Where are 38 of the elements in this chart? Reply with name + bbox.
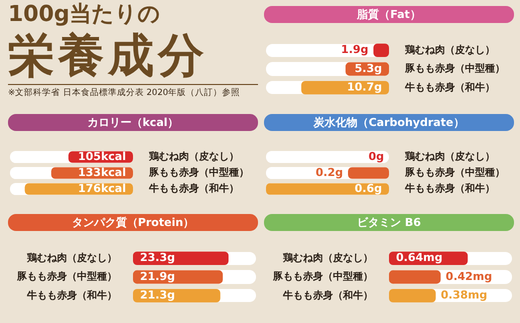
y-tick-label: 豚もも赤身（中型種） bbox=[16, 270, 117, 283]
data-label: 0.42mg bbox=[446, 270, 492, 283]
chart-title: カロリー（kcal） bbox=[8, 114, 258, 131]
text: ※文部科学省 日本食品標準成分表 2020年版（八訂）参照 bbox=[8, 84, 258, 99]
y-tick-label: 鶏むね肉（皮なし） bbox=[404, 150, 495, 163]
y-tick-label: 鶏むね肉（皮なし） bbox=[148, 150, 239, 163]
data-label: 0.64mg bbox=[396, 251, 442, 264]
y-tick-label: 牛もも赤身（和牛） bbox=[404, 81, 495, 94]
y-tick-label: 豚もも赤身（中型種） bbox=[404, 166, 505, 179]
chart-title: 炭水化物（Carbohydrate） bbox=[264, 114, 514, 131]
data-label: 1.9g bbox=[341, 43, 368, 56]
data-label: 0g bbox=[368, 150, 384, 163]
data-label: 0.2g bbox=[316, 166, 343, 179]
text: 栄養成分 bbox=[8, 28, 209, 82]
y-tick-label: 牛もも赤身（和牛） bbox=[282, 289, 373, 302]
y-tick-label: 豚もも赤身（中型種） bbox=[148, 166, 249, 179]
y-tick-label: 牛もも赤身（和牛） bbox=[26, 289, 117, 302]
y-tick-label: 豚もも赤身（中型種） bbox=[404, 62, 505, 75]
y-tick-label: 牛もも赤身（和牛） bbox=[148, 182, 239, 195]
data-label: 176kcal bbox=[78, 182, 126, 195]
y-tick-label: 鶏むね肉（皮なし） bbox=[26, 252, 117, 264]
data-label: 23.3g bbox=[140, 251, 176, 264]
chart-title: タンパク質（Protein） bbox=[8, 214, 258, 231]
data-label: 21.3g bbox=[140, 288, 176, 302]
data-label: 10.7g bbox=[346, 80, 382, 94]
y-tick-label: 鶏むね肉（皮なし） bbox=[282, 252, 373, 264]
y-tick-label: 牛もも赤身（和牛） bbox=[404, 182, 495, 195]
data-label: 21.9g bbox=[140, 270, 176, 283]
data-label: 105kcal bbox=[78, 150, 126, 163]
text: 100g当たりの bbox=[8, 2, 162, 28]
data-label: 133kcal bbox=[78, 166, 126, 179]
chart-title: ビタミン B6 bbox=[264, 214, 514, 231]
y-tick-label: 鶏むね肉（皮なし） bbox=[404, 44, 495, 56]
data-label: 0.6g bbox=[354, 182, 382, 195]
data-label: 5.3g bbox=[354, 62, 382, 75]
chart-title: 脂質（Fat） bbox=[264, 6, 514, 23]
y-tick-label: 豚もも赤身（中型種） bbox=[272, 270, 373, 283]
data-label: 0.38mg bbox=[440, 288, 488, 302]
